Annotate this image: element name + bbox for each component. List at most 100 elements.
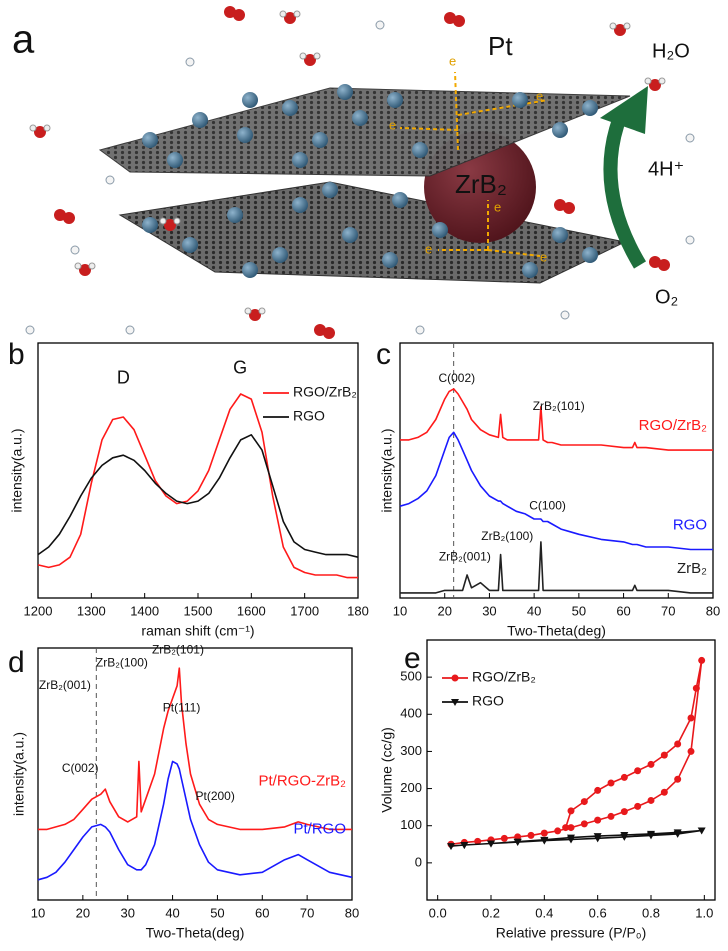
series-line [38,667,352,831]
h-atom [185,57,195,67]
annotation: ZrB₂(100) [481,529,533,543]
data-point [567,824,575,832]
pt-particle [292,152,308,168]
x-tick-label: 0.2 [482,905,500,920]
h-atom [293,10,301,18]
pt-particle [322,182,338,198]
electron-label: e [449,53,456,68]
x-tick-label: 1.0 [695,905,713,920]
data-point [554,827,562,835]
y-tick-label: 100 [400,817,422,832]
annotation: ZrB₂(101) [533,399,585,413]
graphene-sheet [118,181,627,284]
y-tick-label: 300 [400,743,422,758]
label-protons: 4H⁺ [648,158,684,180]
annotation: D [117,367,130,387]
electron-path [454,71,459,151]
x-axis-title: Two-Theta(deg) [507,623,606,639]
x-tick-label: 50 [210,905,224,920]
o-atom [164,219,176,231]
pt-particle [582,100,598,116]
h-atom [74,262,82,270]
o-atom [233,9,245,21]
x-tick-label: 0.8 [642,905,660,920]
label-water: H₂O [652,40,690,62]
panel-letter: d [8,646,25,679]
h-atom [105,175,115,185]
o-atom [79,264,91,276]
series-label: RGO [673,517,707,534]
legend-label: RGO/ZrB₂ [472,669,536,685]
o-atom [453,15,465,27]
h-atom [299,52,307,60]
series-label: Pt/RGO-ZrB₂ [259,772,347,789]
x-tick-label: 0.6 [589,905,607,920]
x-tick-label: 60 [616,603,630,618]
x-tick-label: 30 [120,905,134,920]
data-point [660,751,668,759]
h-atom [560,310,570,320]
y-tick-label: 0 [415,854,422,869]
annotation: C(100) [529,498,566,512]
o-atom [658,259,670,271]
x-tick-label: 1400 [130,603,159,618]
data-point [562,824,570,832]
x-tick-label: 1500 [184,603,213,618]
data-point [647,830,655,838]
panel-letter: e [404,642,421,675]
data-point [647,760,655,768]
x-tick-label: 60 [255,905,269,920]
annotation: ZrB₂(001) [439,549,491,563]
x-axis-title: Relative pressure (P/P₀) [496,925,647,941]
pt-particle [342,227,358,243]
legend-label: RGO [472,693,504,709]
pt-particle [272,247,288,263]
series-line [37,393,358,579]
electron-label: e [536,88,543,103]
o-atom [63,212,75,224]
pt-particle [242,92,258,108]
h-atom [43,124,51,132]
h-atom [258,307,266,315]
series-label: ZrB₂ [677,560,707,577]
data-point [673,829,682,837]
legend-label: RGO/ZrB₂ [293,384,357,400]
legend-marker [451,699,459,706]
h-atom [70,245,80,255]
electron-label: e [494,199,501,214]
o-atom [323,327,335,339]
data-point [474,837,482,845]
schematic: a Pt H₂O 4H⁺ ZrB₂ O₂ e e e e e e [12,6,695,339]
data-point [527,831,535,839]
data-point [513,838,522,846]
data-point [674,740,682,748]
h-atom [173,217,181,225]
data-point [634,802,642,810]
pt-particle [182,237,198,253]
data-point [447,843,455,851]
annotation: G [233,357,247,377]
annotation: Pt(200) [196,789,235,803]
data-point [500,834,508,842]
electron-path [457,99,549,116]
data-point [607,779,615,787]
data-point [514,833,522,841]
o-atom [649,79,661,91]
o-atom [614,24,626,36]
data-point [620,808,628,816]
h-atom [685,133,695,143]
pt-particle [352,110,368,126]
label-core: ZrB₂ [455,169,507,199]
electron-path [487,249,541,257]
x-tick-label: 50 [572,603,586,618]
h-atom [125,325,135,335]
pt-particle [582,247,598,263]
x-tick-label: 70 [300,905,314,920]
electron-label: e [389,117,396,132]
pt-particle [312,132,328,148]
data-point [634,767,642,775]
y-axis-title: Volume (cc/g) [379,727,395,813]
h-atom [244,307,252,315]
pt-particle [337,84,353,100]
pt-particle [512,92,528,108]
